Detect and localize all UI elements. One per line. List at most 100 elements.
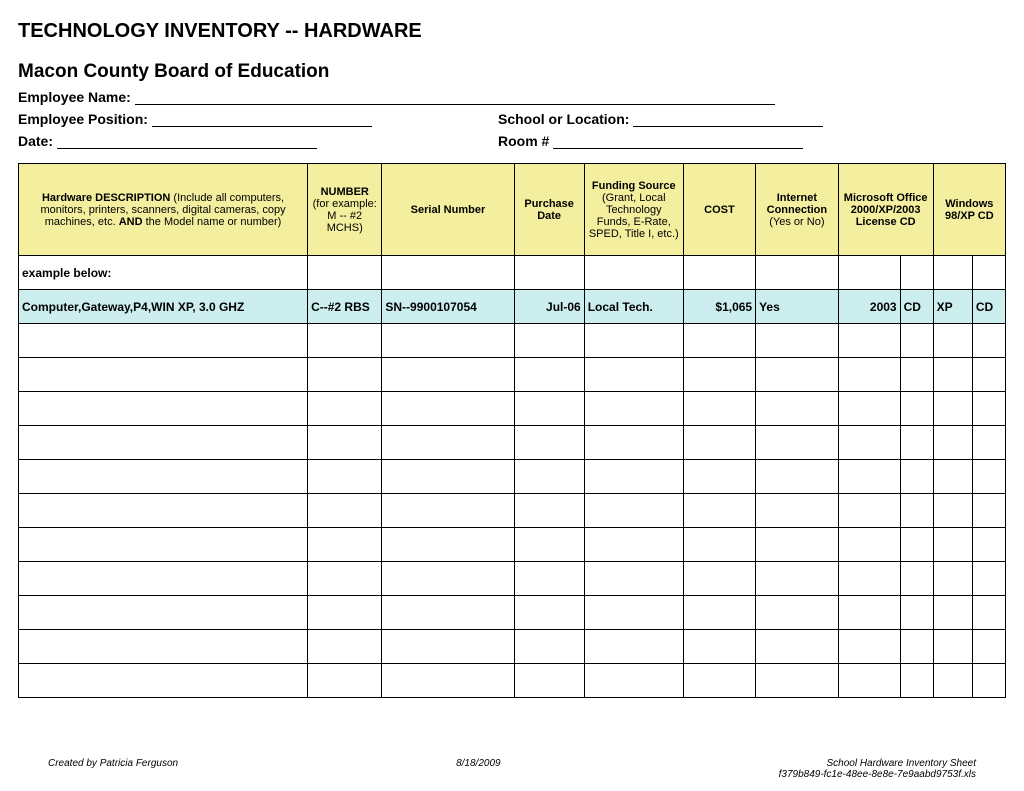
cell[interactable] <box>683 562 755 596</box>
cell[interactable] <box>838 596 900 630</box>
cell[interactable] <box>683 358 755 392</box>
cell[interactable] <box>514 528 584 562</box>
cell[interactable] <box>933 664 972 698</box>
cell[interactable] <box>972 392 1005 426</box>
cell[interactable] <box>514 392 584 426</box>
cell[interactable] <box>19 528 308 562</box>
blank-school-location[interactable] <box>633 112 823 127</box>
cell[interactable] <box>19 460 308 494</box>
cell[interactable] <box>838 358 900 392</box>
cell[interactable] <box>933 358 972 392</box>
cell[interactable] <box>584 460 683 494</box>
cell[interactable] <box>514 358 584 392</box>
cell[interactable] <box>900 324 933 358</box>
cell[interactable] <box>972 528 1005 562</box>
cell[interactable] <box>972 324 1005 358</box>
cell[interactable] <box>900 358 933 392</box>
cell[interactable] <box>19 562 308 596</box>
cell[interactable] <box>382 392 514 426</box>
cell[interactable] <box>308 426 382 460</box>
cell[interactable] <box>972 494 1005 528</box>
cell[interactable] <box>382 562 514 596</box>
cell[interactable] <box>19 664 308 698</box>
cell[interactable] <box>756 630 839 664</box>
cell[interactable] <box>756 324 839 358</box>
cell[interactable] <box>308 324 382 358</box>
cell[interactable] <box>308 392 382 426</box>
cell[interactable] <box>900 630 933 664</box>
cell[interactable] <box>933 494 972 528</box>
cell[interactable] <box>838 562 900 596</box>
cell[interactable] <box>933 324 972 358</box>
cell[interactable] <box>514 426 584 460</box>
cell[interactable] <box>683 664 755 698</box>
cell[interactable] <box>683 528 755 562</box>
cell[interactable] <box>933 528 972 562</box>
cell[interactable] <box>584 664 683 698</box>
cell[interactable] <box>900 664 933 698</box>
cell[interactable] <box>756 426 839 460</box>
cell[interactable] <box>933 392 972 426</box>
cell[interactable] <box>514 460 584 494</box>
cell[interactable] <box>19 596 308 630</box>
blank-employee-name[interactable] <box>135 90 775 105</box>
cell[interactable] <box>584 596 683 630</box>
cell[interactable] <box>900 528 933 562</box>
cell[interactable] <box>19 630 308 664</box>
cell[interactable] <box>972 460 1005 494</box>
cell[interactable] <box>308 596 382 630</box>
cell[interactable] <box>683 460 755 494</box>
cell[interactable] <box>514 324 584 358</box>
cell[interactable] <box>584 494 683 528</box>
cell[interactable] <box>900 562 933 596</box>
cell[interactable] <box>584 358 683 392</box>
cell[interactable] <box>972 358 1005 392</box>
cell[interactable] <box>683 392 755 426</box>
cell[interactable] <box>900 460 933 494</box>
cell[interactable] <box>584 324 683 358</box>
cell[interactable] <box>972 596 1005 630</box>
cell[interactable] <box>900 494 933 528</box>
cell[interactable] <box>514 494 584 528</box>
cell[interactable] <box>756 562 839 596</box>
cell[interactable] <box>382 358 514 392</box>
cell[interactable] <box>683 426 755 460</box>
cell[interactable] <box>683 494 755 528</box>
cell[interactable] <box>382 494 514 528</box>
cell[interactable] <box>933 630 972 664</box>
cell[interactable] <box>514 630 584 664</box>
cell[interactable] <box>584 392 683 426</box>
blank-employee-position[interactable] <box>152 112 372 127</box>
blank-room[interactable] <box>553 134 803 149</box>
cell[interactable] <box>933 426 972 460</box>
cell[interactable] <box>933 562 972 596</box>
cell[interactable] <box>838 528 900 562</box>
cell[interactable] <box>972 630 1005 664</box>
cell[interactable] <box>584 528 683 562</box>
cell[interactable] <box>900 392 933 426</box>
cell[interactable] <box>19 324 308 358</box>
cell[interactable] <box>756 528 839 562</box>
cell[interactable] <box>683 596 755 630</box>
cell[interactable] <box>584 562 683 596</box>
cell[interactable] <box>584 630 683 664</box>
cell[interactable] <box>683 324 755 358</box>
cell[interactable] <box>584 426 683 460</box>
cell[interactable] <box>19 358 308 392</box>
cell[interactable] <box>756 596 839 630</box>
cell[interactable] <box>514 664 584 698</box>
cell[interactable] <box>838 494 900 528</box>
cell[interactable] <box>308 460 382 494</box>
cell[interactable] <box>19 392 308 426</box>
cell[interactable] <box>900 426 933 460</box>
cell[interactable] <box>514 596 584 630</box>
cell[interactable] <box>838 324 900 358</box>
cell[interactable] <box>838 426 900 460</box>
cell[interactable] <box>382 596 514 630</box>
cell[interactable] <box>382 630 514 664</box>
cell[interactable] <box>308 494 382 528</box>
cell[interactable] <box>756 358 839 392</box>
cell[interactable] <box>933 596 972 630</box>
cell[interactable] <box>514 562 584 596</box>
cell[interactable] <box>900 596 933 630</box>
